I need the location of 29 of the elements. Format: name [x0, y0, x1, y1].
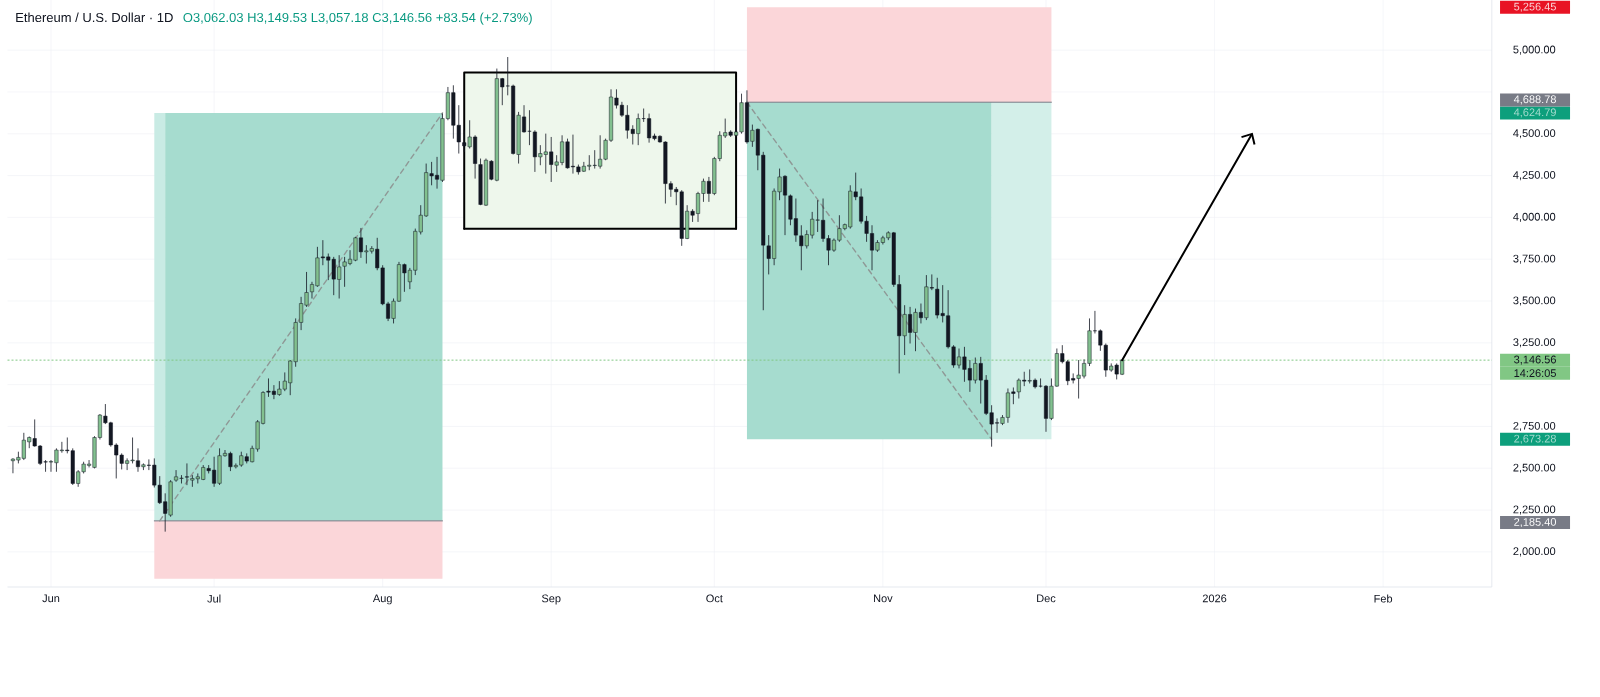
y-tick-label: 2,750.00 [1513, 421, 1556, 431]
y-tick-label: 3,500.00 [1513, 296, 1556, 306]
y-tick-label: 4,500.00 [1513, 129, 1556, 139]
x-tick-label: 2026 [1202, 594, 1227, 603]
y-tick-label: 4,000.00 [1513, 212, 1556, 222]
ref-line-label: 3,146.56 [1514, 355, 1556, 365]
y-tick-label: 5,000.00 [1513, 45, 1556, 55]
text: 14:26:05 [1514, 369, 1556, 378]
x-tick-label: Jul [207, 594, 221, 603]
x-tick-label: Aug [372, 594, 392, 605]
text: 4,688.78 [1513, 95, 1556, 105]
x-tick-label: Oct [706, 594, 723, 603]
y-tick-label: 2,000.00 [1513, 547, 1556, 557]
y-tick-label: 2,500.00 [1513, 463, 1556, 473]
x-tick-label: Jun [42, 594, 60, 603]
text: Ethereum / U.S. Dollar · 1D [16, 12, 173, 23]
legend-label: 2,673.28 [1514, 434, 1556, 444]
x-tick-label: Sep [541, 594, 561, 605]
text: O3,062.03 H3,149.53 L3,057.18 C3,146.56 +83.54 (+2.73%) [183, 12, 532, 25]
y-tick-label: 3,250.00 [1513, 338, 1556, 348]
text: 2,185.40 [1514, 518, 1557, 528]
x-tick-label: Feb [1374, 594, 1393, 603]
x-tick-label: Dec [1037, 594, 1056, 603]
legend-label: 5,256.45 [1514, 2, 1556, 12]
y-tick-label: 4,250.00 [1513, 171, 1556, 181]
y-tick-label: 2,250.00 [1513, 505, 1556, 515]
x-tick-label: Nov [874, 594, 893, 603]
legend-label: 4,624.79 [1513, 108, 1556, 118]
y-tick-label: 3,750.00 [1513, 254, 1556, 264]
